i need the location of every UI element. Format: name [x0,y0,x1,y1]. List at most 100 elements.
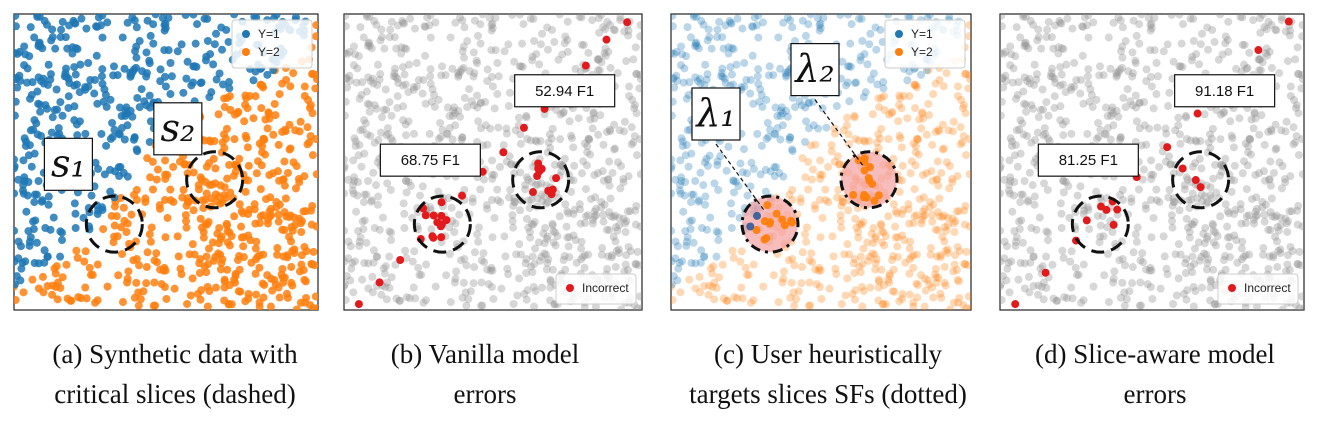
data-point [552,105,561,114]
data-point [584,250,593,259]
data-point [845,62,854,71]
data-point [788,195,797,204]
data-point [1057,209,1066,218]
data-point [1023,131,1032,140]
data-point [604,252,613,261]
data-point [839,126,848,135]
data-point [967,304,971,310]
data-point [346,242,355,251]
legend-box [231,19,313,69]
data-point [911,148,920,157]
data-point [586,150,595,159]
data-point [48,33,57,42]
data-point [912,211,921,220]
data-point [1275,158,1284,167]
data-point [1264,17,1273,26]
data-point [1032,70,1041,79]
data-point [867,229,876,238]
data-point [107,211,116,220]
data-point [1167,211,1176,220]
data-point [619,214,628,223]
data-point [1237,244,1246,253]
data-point [421,51,430,60]
data-point [394,21,403,30]
data-point [550,37,559,46]
data-point [279,175,288,184]
data-point [951,251,960,260]
data-point [1131,103,1140,112]
data-point [931,270,940,279]
data-point [1179,20,1188,29]
data-point [1030,60,1039,69]
data-point [377,290,386,299]
legend-box [884,19,966,69]
data-point [877,221,886,230]
data-point [804,157,813,166]
data-point [1203,23,1212,32]
data-point [904,200,913,209]
data-point [1241,251,1250,260]
data-point [382,295,391,304]
data-point [631,206,640,215]
data-point [308,151,317,160]
data-point [965,222,971,231]
data-point [230,14,239,19]
data-point [632,69,641,78]
data-point [297,260,306,269]
data-point [567,187,576,196]
data-point [603,264,612,273]
data-point [1181,269,1190,278]
data-point [712,283,721,292]
data-point [1238,237,1247,246]
data-point [1272,144,1281,153]
data-point [1149,104,1158,113]
data-point [817,294,826,303]
data-point [598,167,607,176]
data-point [818,170,827,179]
data-point [1273,237,1282,246]
data-point [588,16,597,25]
data-point [1150,14,1159,22]
data-point [632,260,641,269]
data-point [300,275,309,284]
data-point [1298,135,1304,144]
data-point [1087,90,1096,99]
data-point [706,213,715,222]
data-point [473,230,482,239]
data-point [671,22,677,31]
data-point [234,107,243,116]
data-point [480,175,489,184]
data-point [126,68,135,77]
data-point [1059,45,1068,54]
data-point [199,233,208,242]
data-point [431,282,440,291]
data-point [1067,129,1076,138]
data-point [1079,210,1088,219]
incorrect-point [547,190,556,199]
data-point [1260,210,1269,219]
data-point [1225,233,1234,242]
data-point [922,130,931,139]
data-point [1261,200,1270,209]
data-point [395,296,404,305]
data-point [932,252,941,261]
data-point [267,274,276,283]
data-point [218,45,227,54]
slice-label: λ₂ [793,47,834,91]
data-point [1017,216,1026,225]
data-point [678,257,687,266]
data-point [1176,62,1185,71]
data-point [1135,98,1144,107]
data-point [496,162,505,171]
data-point [1146,26,1155,35]
data-point [877,227,886,236]
data-point [636,21,642,30]
data-point [935,127,944,136]
data-point [1058,120,1067,129]
data-point [794,287,803,296]
data-point [466,287,475,296]
data-point [401,80,410,89]
slice-point [746,222,755,231]
data-point [1241,139,1250,148]
data-point [1185,227,1194,236]
